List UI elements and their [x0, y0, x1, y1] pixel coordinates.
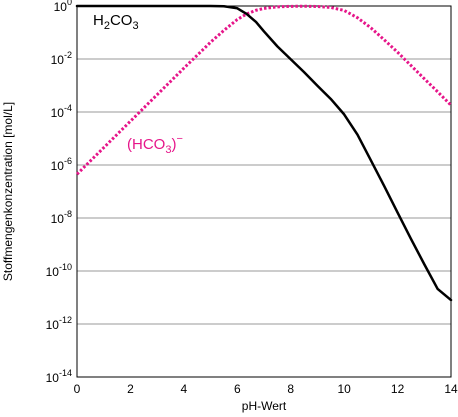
- x-tick-label: 12: [391, 382, 405, 396]
- y-tick-labels: 100 10-2 10-4 10-6 10-8 10-10 10-12 10-14: [46, 0, 72, 385]
- x-tick-label: 0: [74, 382, 81, 396]
- x-tick-labels: 0 2 4 6 8 10 12 14: [74, 382, 458, 396]
- y-tick-label: 10-8: [51, 209, 72, 226]
- x-tick-label: 8: [287, 382, 294, 396]
- x-tick-label: 10: [337, 382, 351, 396]
- x-tick-label: 2: [127, 382, 134, 396]
- y-tick-label: 10-10: [46, 262, 72, 279]
- grid-lines: [77, 5, 451, 378]
- series-layer: [75, 4, 453, 302]
- y-tick-label: 10-2: [51, 50, 72, 67]
- series-label-hco3: (HCO3)−: [127, 133, 183, 156]
- y-tick-label: 10-4: [51, 103, 72, 120]
- y-tick-label: 100: [54, 0, 72, 14]
- plot-frame: [76, 5, 452, 378]
- x-tick-label: 14: [444, 382, 458, 396]
- series-line-hco3: [75, 4, 453, 176]
- x-axis-title: pH-Wert: [242, 399, 287, 413]
- y-tick-label: 10-12: [46, 315, 72, 332]
- x-tick-label: 4: [181, 382, 188, 396]
- y-tick-label: 10-14: [46, 368, 72, 385]
- series-label-h2co3: H2CO3: [93, 12, 139, 32]
- y-tick-label: 10-6: [51, 156, 72, 173]
- x-tick-label: 6: [234, 382, 241, 396]
- series-line-h2co3: [75, 4, 453, 302]
- y-axis-title: Stoffmengenkonzentration [mol/L]: [1, 102, 15, 281]
